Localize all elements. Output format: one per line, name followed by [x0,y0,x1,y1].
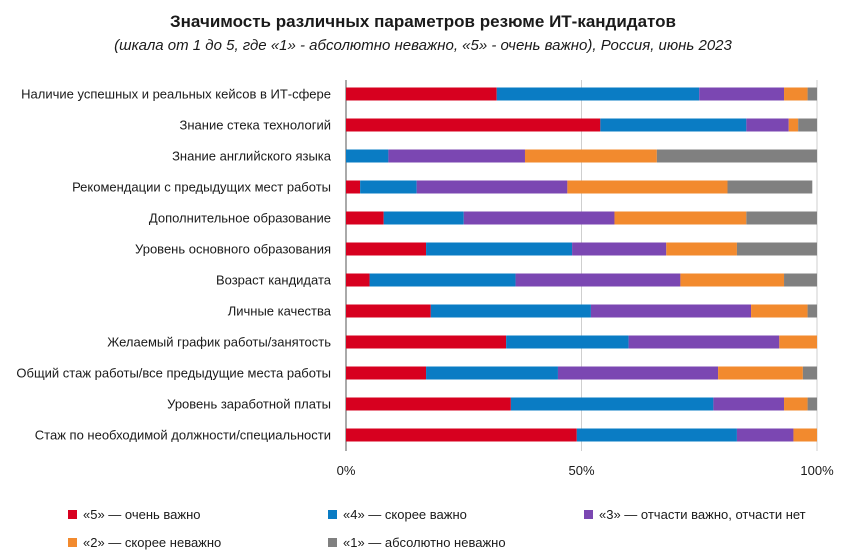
bar-segment-partly [557,366,719,380]
x-tick-label: 0% [337,463,356,478]
bar-segment-partly [515,273,681,287]
bar-segment-very_important [346,118,601,132]
bar-segment-rather_important [346,149,389,163]
bar-segment-rather_unimportant [793,428,817,442]
bar-segment-rather_important [383,211,464,225]
bar-segment-very_important [346,273,370,287]
chart-subtitle: (шкала от 1 до 5, где «1» - абсолютно не… [114,37,732,54]
category-label: Возраст кандидата [216,273,332,288]
bar-segment-rather_unimportant [751,304,808,318]
bar-segment-rather_important [430,304,591,318]
bar-segment-partly [590,304,752,318]
bar-segment-very_important [346,211,384,225]
bar-segment-rather_important [506,335,629,349]
bar-segment-not_important [746,211,817,225]
bar-segment-not_important [727,180,813,194]
bar-segment-very_important [346,180,361,194]
x-tick-label: 100% [800,463,834,478]
bar-segment-rather_important [600,118,747,132]
x-tick-label: 50% [568,463,594,478]
bar-segment-very_important [346,242,427,256]
bar-segment-not_important [807,87,817,101]
category-label: Уровень основного образования [135,242,331,257]
category-label: Наличие успешных и реальных кейсов в ИТ-… [21,87,331,102]
category-label: Рекомендации с предыдущих мест работы [72,180,331,195]
bar-segment-not_important [807,304,817,318]
bar-segment-partly [713,397,785,411]
bar-segment-partly [388,149,525,163]
bar-segment-very_important [346,366,427,380]
bar-segment-partly [628,335,780,349]
bar-segment-rather_unimportant [718,366,803,380]
bar-segment-not_important [656,149,817,163]
category-label: Общий стаж работы/все предыдущие места р… [16,366,331,381]
bar-segment-rather_unimportant [788,118,799,132]
chart-title: Значимость различных параметров резюме И… [170,12,676,31]
bar-segment-rather_unimportant [567,180,728,194]
bar-segment-rather_important [426,242,573,256]
bar-segment-very_important [346,304,431,318]
bar-segment-rather_important [576,428,737,442]
bar-segment-not_important [784,273,817,287]
category-label: Знание английского языка [172,149,332,164]
bar-segment-partly [699,87,785,101]
category-label: Знание стека технологий [180,118,332,133]
category-label: Уровень заработной платы [167,397,331,412]
bar-segment-rather_unimportant [784,397,808,411]
bar-segment-very_important [346,428,577,442]
bar-segment-very_important [346,335,507,349]
bar-segment-rather_important [426,366,558,380]
bar-segment-rather_unimportant [680,273,785,287]
category-label: Дополнительное образование [149,211,331,226]
bar-segment-rather_important [496,87,700,101]
category-label: Личные качества [228,304,332,319]
bar-segment-rather_unimportant [666,242,737,256]
bar-segment-very_important [346,87,497,101]
bar-segment-not_important [802,366,817,380]
bar-segment-rather_important [510,397,714,411]
bar-segment-partly [416,180,568,194]
category-label: Стаж по необходимой должности/специально… [35,428,331,443]
bar-segment-rather_unimportant [784,87,808,101]
bar-segment-rather_important [360,180,417,194]
bar-segment-partly [463,211,615,225]
bar-segment-partly [736,428,794,442]
bar-segment-very_important [346,397,511,411]
bar-segment-partly [746,118,789,132]
bar-segment-not_important [736,242,817,256]
category-label: Желаемый график работы/занятость [107,335,331,350]
bar-segment-rather_unimportant [524,149,657,163]
bar-segment-partly [572,242,667,256]
bar-segment-not_important [807,397,817,411]
bar-segment-rather_unimportant [779,335,817,349]
bar-segment-not_important [798,118,817,132]
bar-segment-rather_unimportant [614,211,747,225]
bar-segment-rather_important [369,273,516,287]
